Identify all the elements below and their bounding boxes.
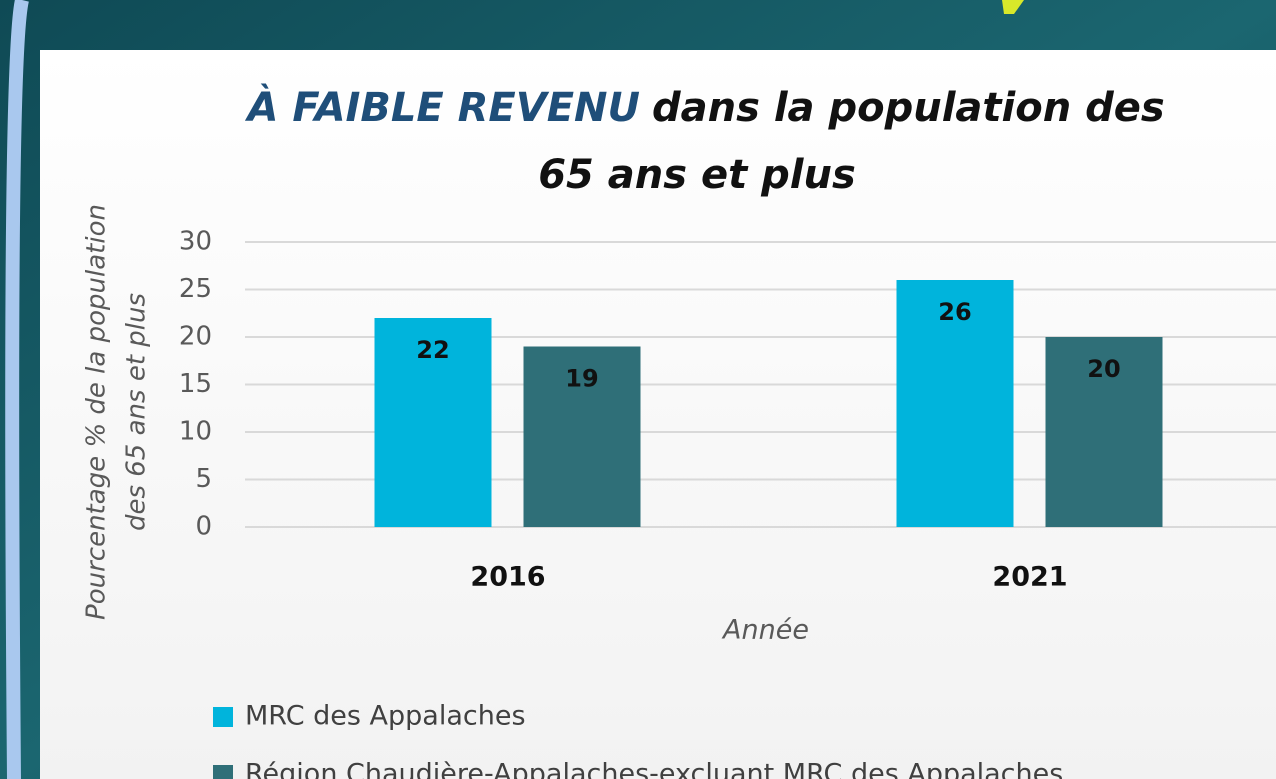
legend-label: MRC des Appalaches xyxy=(245,701,526,732)
y-tick-label: 25 xyxy=(179,274,212,304)
chart-title-highlight: À FAIBLE REVENU xyxy=(245,83,640,131)
data-label: 26 xyxy=(938,298,971,326)
data-label: 20 xyxy=(1087,355,1120,383)
bar xyxy=(374,318,492,527)
decor-stripe xyxy=(5,0,29,779)
y-axis-label: des 65 ans et plus xyxy=(122,293,152,531)
x-tick-label: 2016 xyxy=(470,562,545,593)
x-tick-label: 2021 xyxy=(992,562,1067,593)
data-label: 22 xyxy=(416,336,449,364)
chart-title: dans la population des xyxy=(652,85,1165,131)
legend-swatch xyxy=(213,707,233,727)
x-axis-label: Année xyxy=(721,615,809,646)
bar xyxy=(896,280,1014,527)
legend-swatch xyxy=(213,765,233,779)
y-tick-label: 15 xyxy=(179,369,212,399)
y-tick-label: 5 xyxy=(195,464,212,494)
y-tick-label: 0 xyxy=(195,512,212,542)
legend-label: Région Chaudière-Appalaches-excluant MRC… xyxy=(245,759,1063,779)
y-tick-label: 10 xyxy=(179,417,212,447)
y-tick-label: 30 xyxy=(179,227,212,257)
bar xyxy=(1045,337,1163,527)
y-tick-label: 20 xyxy=(179,322,212,352)
bar xyxy=(523,346,641,527)
y-axis-label: Pourcentage % de la population xyxy=(82,204,112,620)
decor-mark xyxy=(1002,0,1024,14)
data-label: 19 xyxy=(565,365,598,393)
chart-title: 65 ans et plus xyxy=(538,152,856,198)
